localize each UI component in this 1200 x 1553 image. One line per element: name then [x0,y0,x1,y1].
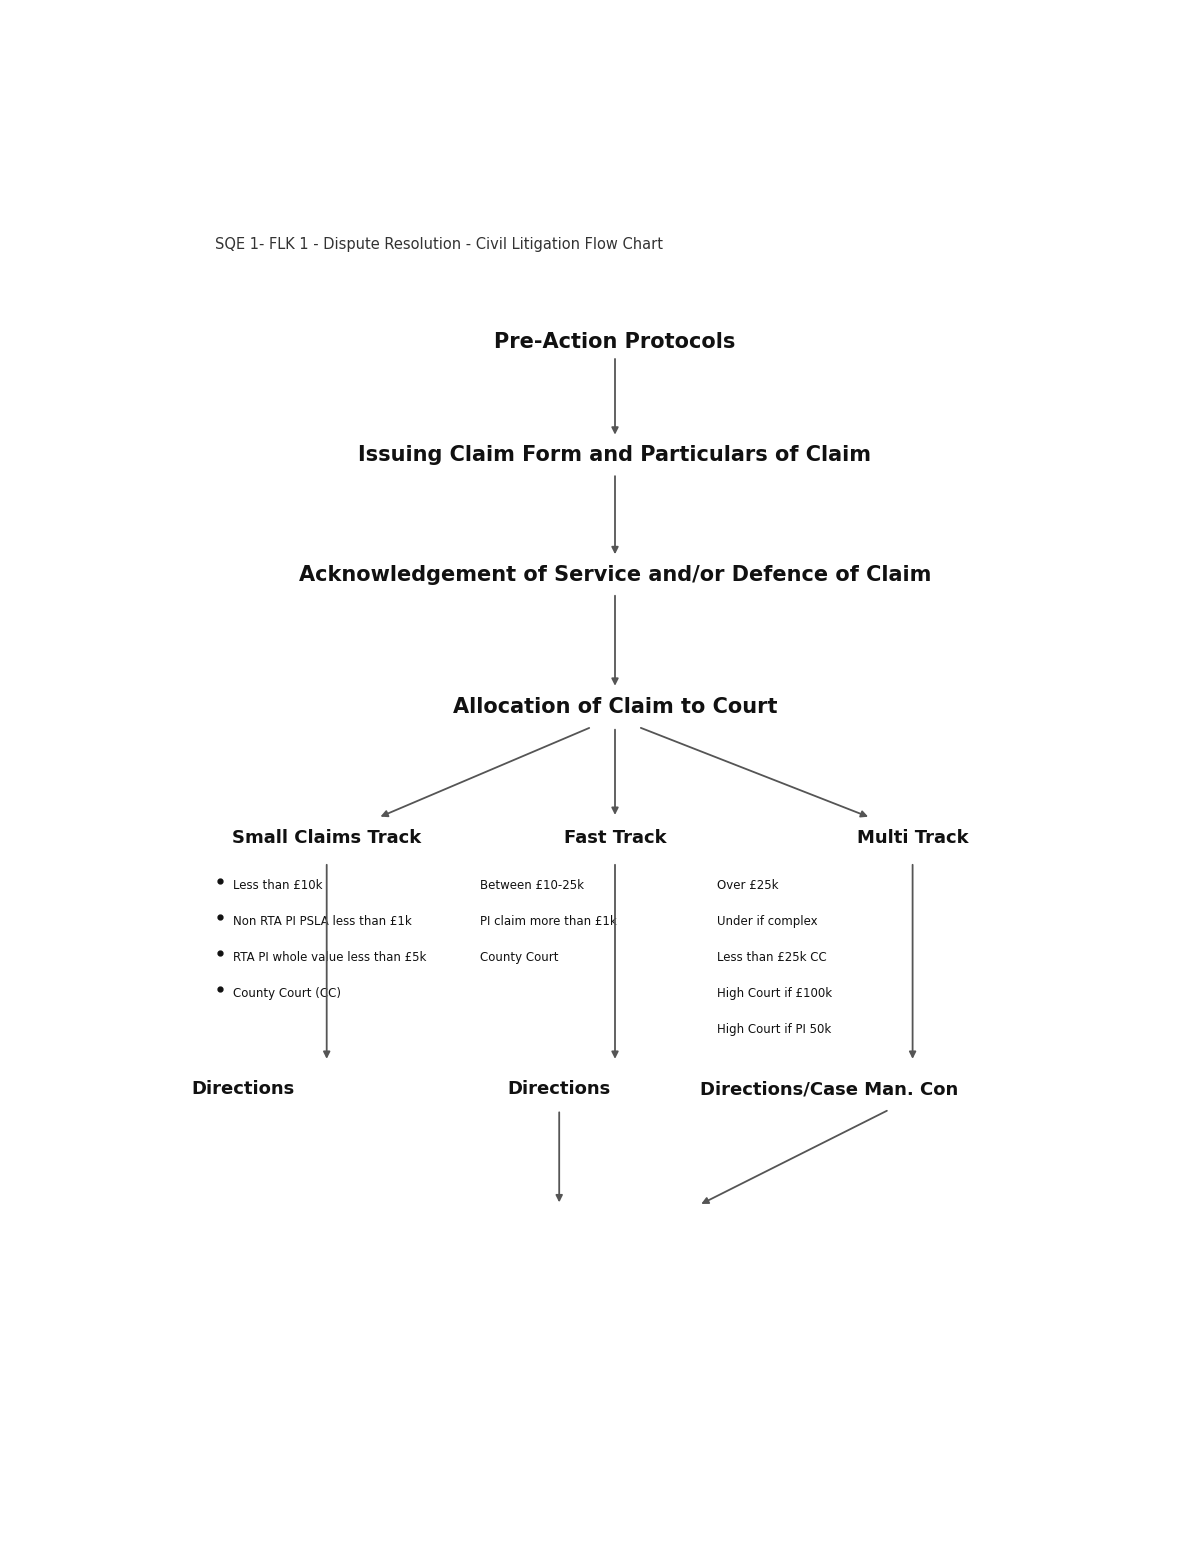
Text: High Court if £100k: High Court if £100k [718,988,833,1000]
Text: Fast Track: Fast Track [564,829,666,846]
Text: Non RTA PI PSLA less than £1k: Non RTA PI PSLA less than £1k [233,915,412,929]
Text: Pre-Action Protocols: Pre-Action Protocols [494,332,736,353]
Text: High Court if PI 50k: High Court if PI 50k [718,1023,832,1036]
Text: RTA PI whole value less than £5k: RTA PI whole value less than £5k [233,950,426,964]
Text: County Court (CC): County Court (CC) [233,988,341,1000]
Text: Acknowledgement of Service and/or Defence of Claim: Acknowledgement of Service and/or Defenc… [299,565,931,585]
Text: Small Claims Track: Small Claims Track [232,829,421,846]
Text: Directions: Directions [191,1081,295,1098]
Text: Allocation of Claim to Court: Allocation of Claim to Court [452,697,778,716]
Text: SQE 1- FLK 1 - Dispute Resolution - Civil Litigation Flow Chart: SQE 1- FLK 1 - Dispute Resolution - Civi… [215,236,664,252]
Text: Directions: Directions [508,1081,611,1098]
Text: Less than £25k CC: Less than £25k CC [718,950,827,964]
Text: Under if complex: Under if complex [718,915,818,929]
Text: Directions/Case Man. Con: Directions/Case Man. Con [700,1081,958,1098]
Text: Between £10-25k: Between £10-25k [480,879,584,893]
Text: Multi Track: Multi Track [857,829,968,846]
Text: PI claim more than £1k: PI claim more than £1k [480,915,617,929]
Text: Less than £10k: Less than £10k [233,879,323,893]
Text: Issuing Claim Form and Particulars of Claim: Issuing Claim Form and Particulars of Cl… [359,446,871,466]
Text: County Court: County Court [480,950,559,964]
Text: Over £25k: Over £25k [718,879,779,893]
